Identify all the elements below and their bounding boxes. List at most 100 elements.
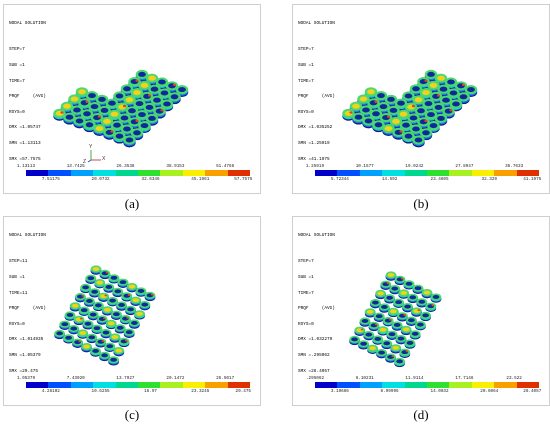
legend-value: 26.3538 [116, 164, 135, 169]
ring-element [342, 108, 355, 121]
ring-element [388, 307, 399, 318]
ring-element [377, 326, 389, 336]
ring-element [402, 303, 413, 313]
ring-element [160, 99, 174, 112]
ring-element [394, 275, 406, 286]
ring-element [354, 326, 366, 336]
ring-element [69, 302, 81, 312]
info-line: DMX =1.014935 [9, 337, 44, 343]
contour-band [160, 170, 183, 176]
info-line: SMN =.295062 [298, 353, 330, 359]
ring-element [140, 91, 154, 104]
contour-band [227, 382, 251, 388]
legend-value: 27.8947 [455, 164, 474, 169]
subfigure-caption-b: (b) [413, 196, 429, 211]
ring-element [389, 285, 401, 295]
ring-element [411, 307, 422, 317]
triad-x-label: X [102, 156, 106, 162]
info-line: TIME=7 [298, 78, 314, 84]
contour-band [382, 382, 405, 388]
contour-band [48, 382, 71, 388]
contour-band [182, 382, 206, 388]
ring-element [123, 328, 135, 338]
ansys-panel-b: NODAL SOLUTION STEP=7 SUB =1 TIME=7 PRQF… [292, 4, 550, 194]
ring-element [349, 101, 363, 114]
ring-element [82, 320, 94, 330]
legend-value: 1.05379 [16, 376, 36, 381]
ring-element [80, 283, 91, 294]
info-line: RSYS=0 [298, 321, 314, 327]
legend-value: 32.6346 [141, 177, 160, 182]
legend-value: 19.0242 [405, 164, 424, 169]
contour-band [315, 382, 338, 388]
legend-value: 4.26102 [41, 389, 60, 394]
legend-bottom-values: 5.72344 14.592 23.4605 32.329 41.1975 [315, 177, 541, 183]
info-line: NODAL SOLUTION [9, 21, 46, 27]
legend-value: 17.7146 [455, 376, 474, 381]
legend-value: 8.99995 [380, 389, 399, 394]
info-line: PRQF (AVG) [298, 94, 335, 100]
info-line: DMX =1.032279 [298, 337, 333, 343]
triad-y-label: Y [89, 144, 93, 150]
ring-element [385, 353, 396, 363]
contour-band [26, 170, 49, 176]
ring-element [83, 120, 96, 133]
contour-band [449, 382, 472, 388]
ring-element [165, 81, 179, 94]
ansys-panel-c: NODAL SOLUTION STEP=11 SUB =1 TIME=11 PR… [3, 216, 261, 406]
legend-value: 1.25919 [305, 164, 325, 169]
contour-band [471, 382, 495, 388]
ring-element [397, 312, 408, 322]
ring-element [120, 315, 131, 325]
ring-element [393, 298, 404, 308]
contour-band [427, 170, 450, 176]
contour-color-bar [315, 382, 540, 388]
contour-band [404, 170, 428, 176]
legend-value: 38.9153 [166, 164, 185, 169]
contour-band [205, 170, 228, 176]
ring-element [80, 109, 94, 122]
legend-value: 16.97 [144, 389, 157, 394]
info-line: RSYS=0 [298, 109, 314, 115]
info-line: RSYS=0 [9, 321, 25, 327]
ring-element [367, 344, 378, 354]
ring-element [95, 338, 107, 348]
ring-element [416, 298, 428, 308]
contour-band [70, 170, 94, 176]
ring-element [125, 305, 136, 316]
legend-bottom-values: 4.26102 10.6255 16.97 23.3245 29.475 [26, 389, 251, 395]
contour-band [494, 382, 517, 388]
ring-element [384, 294, 395, 304]
info-line: SUB =1 [9, 275, 25, 281]
ring-element [397, 109, 410, 122]
ring-element [114, 324, 126, 334]
legend-value: 14.592 [381, 177, 398, 182]
ring-element [86, 333, 98, 344]
ring-element [402, 131, 415, 144]
ring-array-model-a [53, 69, 189, 148]
ring-element [148, 84, 161, 97]
ring-element [390, 344, 402, 354]
ring-element [109, 333, 121, 343]
legend-value: 23.3245 [191, 389, 210, 394]
ring-element [379, 303, 390, 313]
ring-element [98, 292, 109, 302]
ring-element [105, 98, 119, 111]
legend-value: 57.7575 [234, 177, 253, 182]
contour-band [26, 382, 49, 388]
ring-element [130, 296, 142, 306]
ring-element [372, 335, 384, 345]
ring-element [368, 321, 380, 332]
ring-element [349, 335, 360, 346]
info-line: DMX =1.05747 [9, 125, 41, 131]
ring-element [112, 287, 124, 298]
ring-element [75, 293, 86, 303]
ring-element [103, 283, 115, 293]
ring-element [394, 357, 405, 368]
ring-element [414, 106, 428, 119]
ring-element [90, 265, 102, 275]
legend-value: 36.7633 [505, 164, 524, 169]
contour-band [382, 170, 405, 176]
ring-element [370, 299, 381, 309]
ring-element [63, 112, 76, 125]
